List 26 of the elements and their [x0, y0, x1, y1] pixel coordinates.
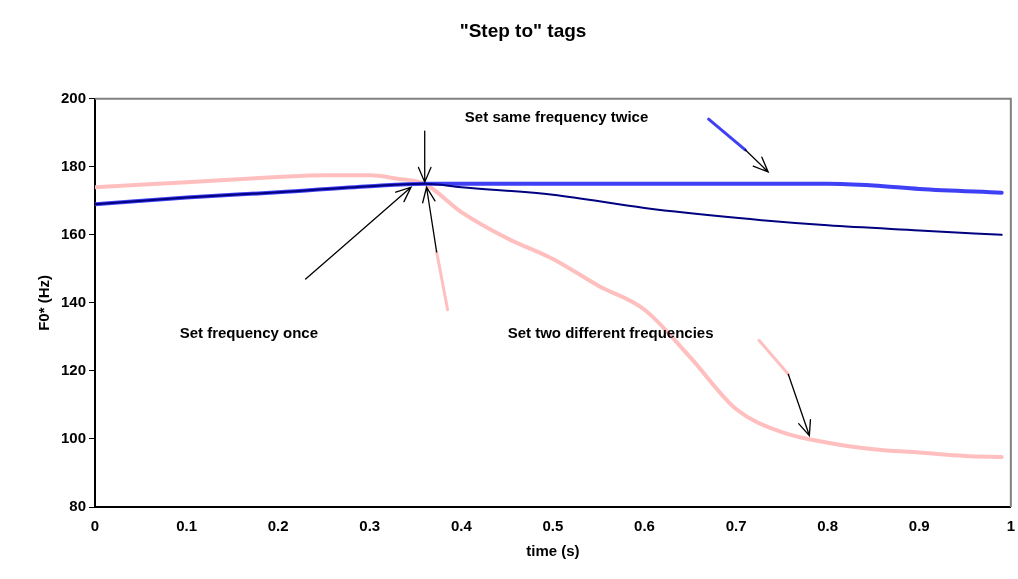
- y-tick-label: 200: [61, 88, 87, 106]
- x-tick-label: 0.7: [725, 517, 747, 535]
- x-tick-label: 0: [90, 517, 100, 535]
- x-tick-label: 0.9: [908, 517, 930, 535]
- y-axis-title: F0* (Hz): [35, 274, 53, 331]
- line-series: [95, 173, 1004, 459]
- x-tick-label: 0.2: [267, 517, 289, 535]
- x-tick-label: 0.8: [817, 517, 839, 535]
- x-tick-label: 0.6: [634, 517, 655, 535]
- annotation: Set two different frequencies: [507, 323, 714, 341]
- annotation: Set frequency once: [179, 323, 319, 341]
- y-tick-label: 100: [61, 429, 87, 447]
- y-tick-label: 160: [61, 225, 87, 243]
- x-tick-label: 0.3: [359, 517, 381, 535]
- y-tick-label: 120: [61, 361, 87, 379]
- annotation: Set same frequency twice: [464, 107, 649, 125]
- x-tick-label: 0.5: [542, 517, 564, 535]
- x-tick-label: 0.4: [450, 517, 473, 535]
- line-series: [95, 182, 1003, 236]
- y-tick-label: 180: [61, 156, 87, 174]
- y-tick-label: 80: [69, 497, 87, 515]
- y-tick-label: 140: [61, 293, 87, 311]
- chart-title: "Step to" tags: [459, 19, 587, 41]
- x-tick-label: 0.1: [176, 517, 198, 535]
- x-axis-title: time (s): [526, 542, 580, 560]
- x-tick-label: 1: [1006, 517, 1015, 535]
